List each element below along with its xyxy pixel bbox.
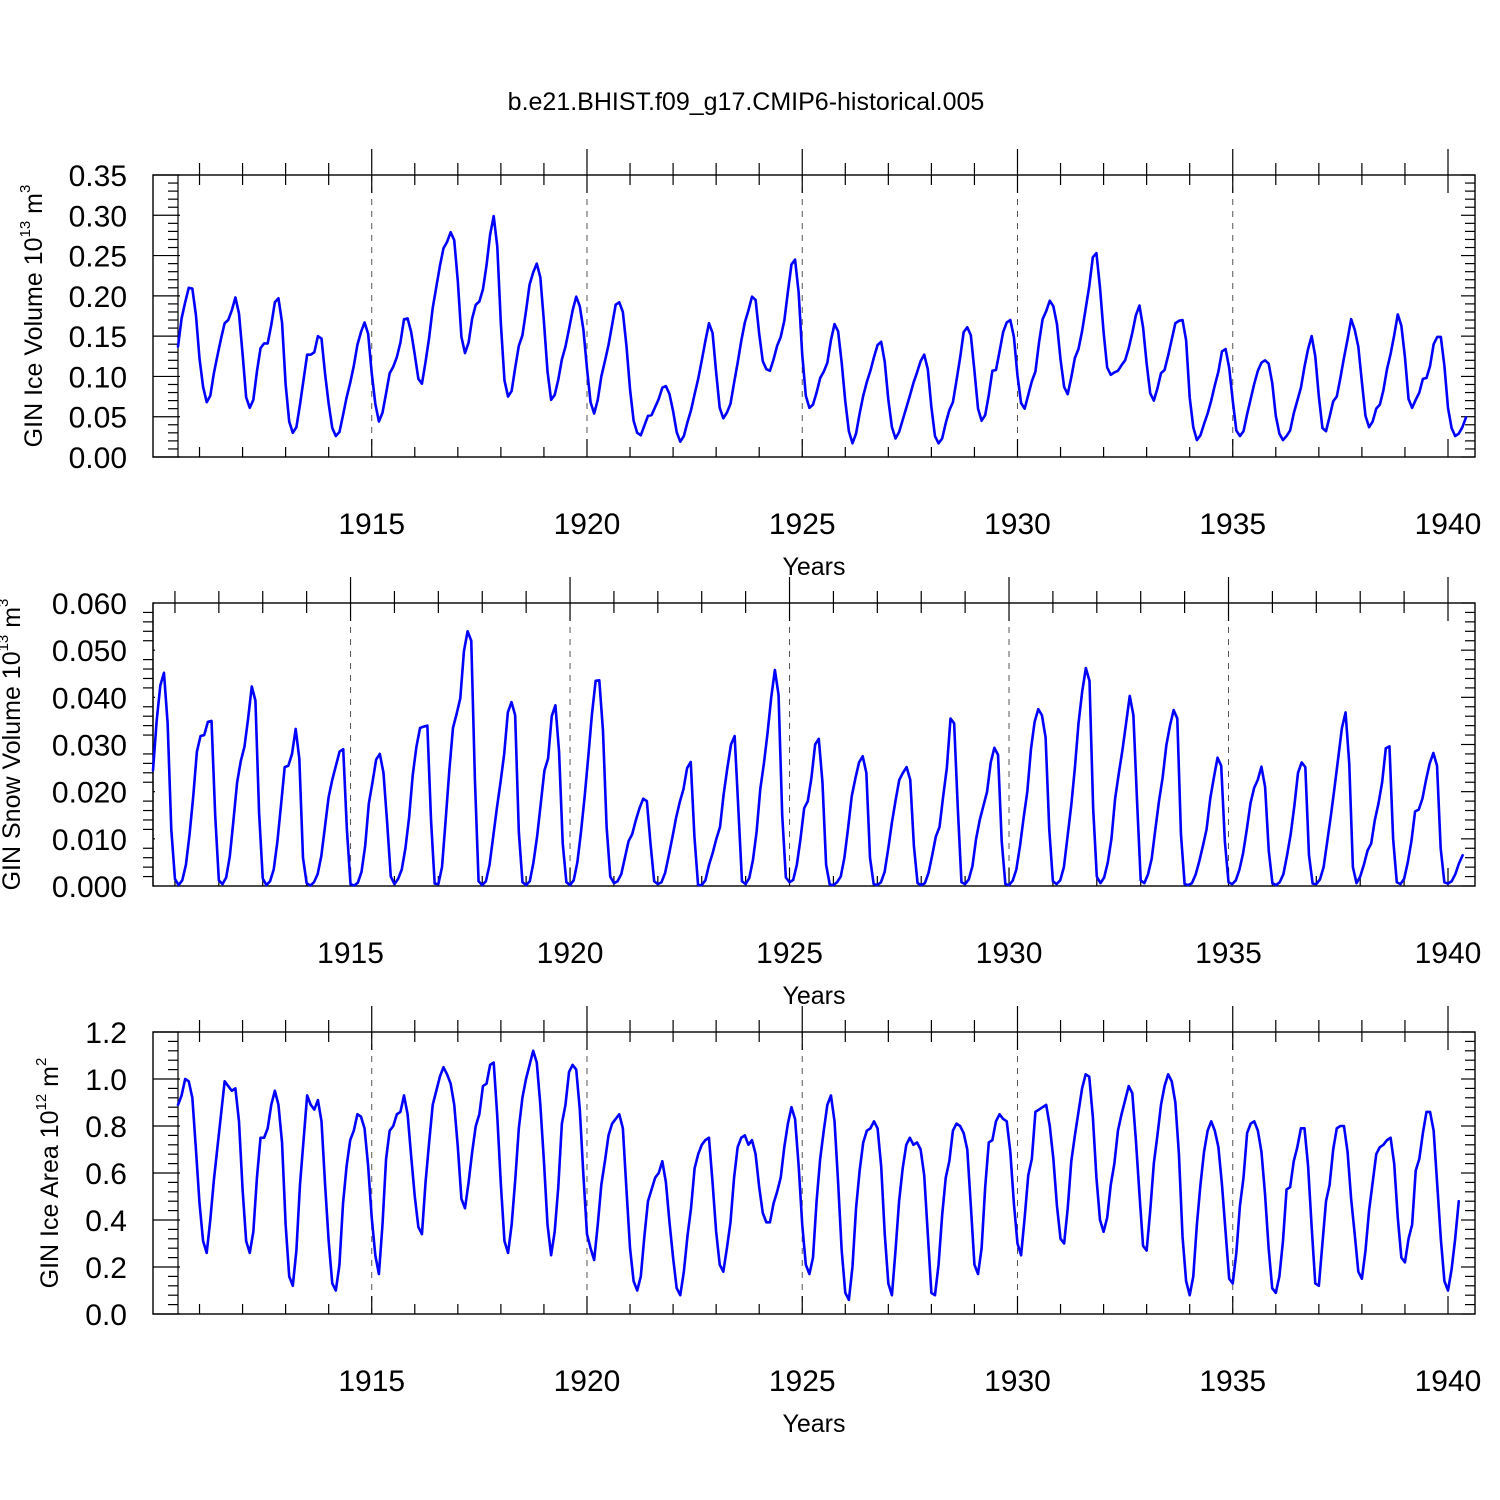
figure-title: b.e21.BHIST.f09_g17.CMIP6-historical.005 [508, 88, 985, 116]
y-axis-title-unit: m [0, 607, 26, 635]
x-tick-label: 1920 [537, 937, 604, 970]
y-tick-label: 0.010 [52, 824, 127, 857]
x-tick-label: 1920 [554, 508, 621, 541]
ice-volume-series-line [176, 214, 1468, 445]
y-tick-label: 0.00 [69, 442, 127, 475]
x-tick-label: 1930 [984, 1365, 1051, 1398]
y-axis-title-unit-exp: 3 [17, 185, 34, 193]
snow-volume-series-line [151, 630, 1464, 887]
y-tick-label: 0.0 [85, 1299, 127, 1332]
x-tick-label: 1940 [1415, 937, 1482, 970]
y-tick-label: 0.35 [69, 160, 127, 193]
y-tick-label: 0.2 [85, 1252, 127, 1285]
y-tick-label: 0.040 [52, 682, 127, 715]
y-axis-title-exp: 12 [33, 1094, 50, 1111]
snow-volume-panel: 0.000 0.010 0.020 0.030 0.040 0.050 0.060 1915 1… [0, 577, 1481, 1010]
y-axis-title-unit-exp: 2 [33, 1058, 50, 1066]
x-tick-label: 1925 [769, 508, 836, 541]
y-axis-title: GIN Ice Volume 1013 m3 [17, 185, 48, 448]
y-tick-label: 0.050 [52, 635, 127, 668]
x-axis-title: Years [782, 1410, 845, 1438]
y-axis-title-unit: m [36, 1066, 64, 1094]
x-axis-title: Years [782, 553, 845, 581]
x-tick-label: 1925 [769, 1365, 836, 1398]
x-tick-label: 1940 [1415, 1365, 1482, 1398]
x-tick-label: 1935 [1199, 1365, 1266, 1398]
x-tick-label: 1925 [756, 937, 823, 970]
y-axis-title-unit: m [20, 193, 48, 221]
x-tick-label: 1915 [338, 508, 405, 541]
y-tick-label: 0.20 [69, 281, 127, 314]
y-axis-title: GIN Ice Area 1012 m2 [33, 1058, 64, 1289]
y-tick-label: 0.10 [69, 361, 127, 394]
y-tick-label: 0.000 [52, 871, 127, 904]
x-tick-label: 1915 [338, 1365, 405, 1398]
x-axis-title: Years [782, 982, 845, 1010]
y-axis-title-exp: 13 [0, 635, 12, 652]
y-tick-label: 0.030 [52, 730, 127, 763]
y-tick-label: 0.8 [85, 1111, 127, 1144]
ice-area-series-line [176, 1049, 1461, 1302]
y-tick-label: 1.2 [85, 1017, 127, 1050]
y-tick-label: 0.020 [52, 777, 127, 810]
y-tick-label: 0.30 [69, 200, 127, 233]
x-tick-label: 1930 [976, 937, 1043, 970]
x-tick-label: 1930 [984, 508, 1051, 541]
x-tick-label: 1935 [1195, 937, 1262, 970]
x-tick-label: 1920 [554, 1365, 621, 1398]
x-tick-label: 1915 [317, 937, 384, 970]
y-axis-title-main: GIN Snow Volume 10 [0, 651, 26, 890]
x-tick-label: 1940 [1415, 508, 1482, 541]
y-axis-title-main: GIN Ice Volume 10 [20, 237, 48, 447]
y-axis-title-exp: 13 [17, 221, 34, 238]
ice-area-panel: 0.0 0.2 0.4 0.6 0.8 1.0 1.2 1915 1920 1925 1930 193… [33, 1006, 1481, 1438]
plot-frame [152, 174, 1476, 458]
ice-volume-panel: 0.00 0.05 0.10 0.15 0.20 0.25 0.30 0.35 1915 1920… [17, 149, 1481, 581]
y-tick-label: 0.4 [85, 1205, 127, 1238]
y-axis-title: GIN Snow Volume 1013 m3 [0, 599, 26, 891]
y-tick-label: 0.6 [85, 1158, 127, 1191]
y-tick-label: 0.060 [52, 588, 127, 621]
y-axis-title-main: GIN Ice Area 10 [36, 1110, 64, 1288]
y-tick-label: 1.0 [85, 1064, 127, 1097]
y-axis-title-unit-exp: 3 [0, 599, 12, 607]
y-tick-label: 0.25 [69, 241, 127, 274]
y-tick-label: 0.05 [69, 402, 127, 435]
y-tick-label: 0.15 [69, 321, 127, 354]
x-tick-label: 1935 [1199, 508, 1266, 541]
